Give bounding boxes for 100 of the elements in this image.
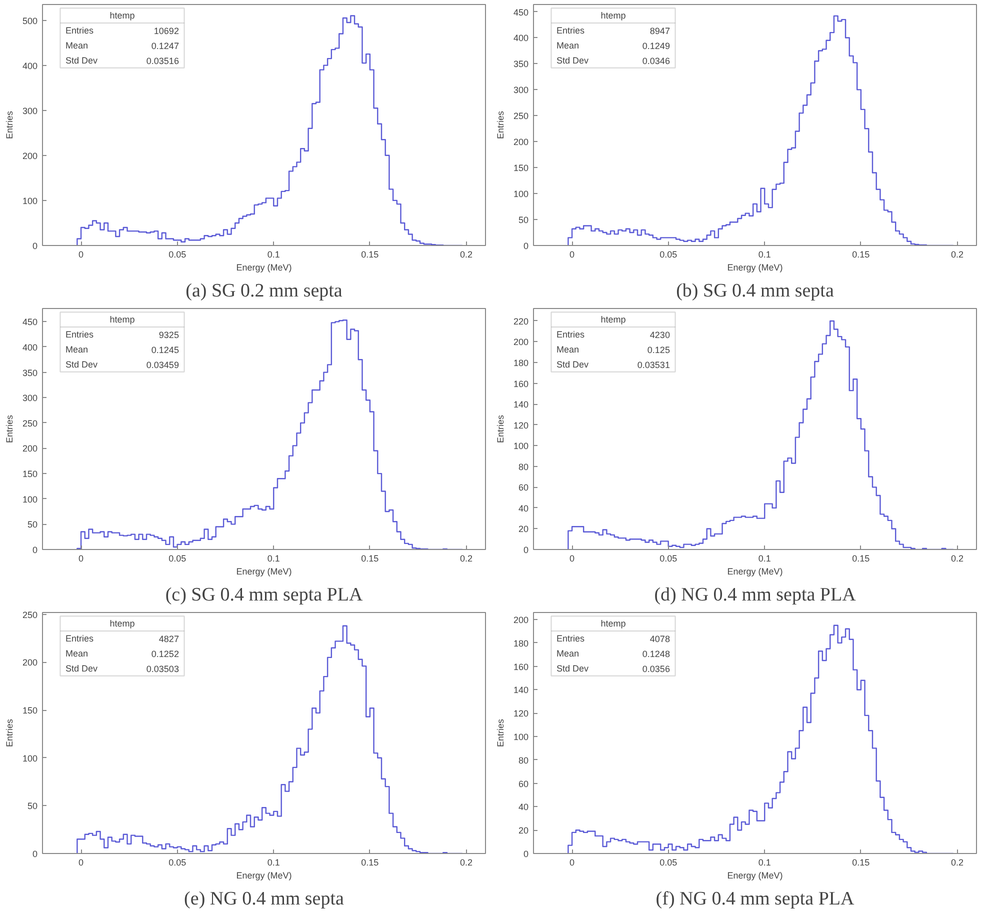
y-tick-label: 100 [22, 494, 38, 504]
x-axis-title: Energy (MeV) [236, 566, 292, 576]
annotation: Std Dev [66, 55, 98, 66]
x-tick-label: 0.2 [460, 554, 472, 564]
y-tick-label: 20 [518, 826, 529, 836]
y-tick-label: 500 [22, 16, 38, 26]
annotation: 0.03531 [637, 360, 670, 370]
annotation: Mean [66, 344, 88, 354]
annotation: 0.03516 [146, 56, 179, 66]
annotation: Std Dev [66, 359, 98, 370]
y-axis-title: Entries [495, 718, 506, 748]
y-tick-label: 60 [518, 482, 529, 493]
x-tick-label: 0.2 [460, 250, 472, 260]
x-tick-label: 0.05 [168, 858, 186, 868]
y-tick-label: 20 [518, 524, 529, 534]
y-tick-label: 300 [22, 393, 38, 404]
x-tick-label: 0.1 [758, 554, 771, 564]
text: (a) SG 0.2 mm septa [186, 280, 343, 302]
annotation: 9325 [158, 330, 179, 340]
y-tick-label: 0 [523, 241, 529, 251]
y-tick-label: 0 [32, 545, 38, 555]
y-tick-label: 200 [22, 150, 38, 161]
annotation: Std Dev [556, 55, 590, 66]
text: (f) NG 0.4 mm septa PLA [656, 888, 854, 910]
y-tick-label: 140 [513, 685, 529, 696]
x-tick-label: 0.1 [758, 250, 771, 260]
text: (d) NG 0.4 mm septa PLA [654, 584, 856, 606]
y-tick-label: 150 [513, 163, 529, 174]
x-tick-label: 0.1 [267, 250, 280, 260]
annotation: Entries [66, 330, 94, 340]
y-tick-label: 350 [513, 59, 529, 70]
y-tick-label: 100 [22, 196, 38, 206]
x-tick-label: 0.2 [950, 250, 964, 260]
y-tick-label: 0 [32, 241, 38, 251]
y-tick-label: 450 [513, 7, 529, 18]
annotation: htemp [600, 314, 626, 325]
annotation: Mean [556, 648, 580, 658]
x-tick-label: 0.15 [852, 554, 870, 564]
y-tick-label: 250 [22, 418, 38, 428]
annotation: 0.0356 [642, 664, 670, 674]
y-tick-label: 350 [22, 368, 38, 378]
annotation: 10692 [154, 26, 179, 36]
text: (b) SG 0.4 mm septa [676, 280, 834, 302]
x-tick-label: 0 [570, 250, 575, 260]
annotation: Entries [66, 634, 94, 644]
x-tick-label: 0.2 [950, 858, 964, 868]
y-tick-label: 100 [22, 753, 38, 764]
x-tick-label: 0.2 [950, 554, 964, 564]
y-axis-title: Entries [4, 110, 14, 140]
x-tick-label: 0.05 [168, 250, 186, 260]
annotation: htemp [110, 618, 135, 629]
x-tick-label: 0 [78, 554, 84, 564]
x-axis-title: Energy (MeV) [727, 566, 783, 576]
annotation: Std Dev [66, 663, 98, 674]
annotation: Std Dev [556, 663, 590, 674]
y-tick-label: 120 [513, 708, 529, 719]
y-tick-label: 400 [22, 60, 38, 71]
x-tick-label: 0.05 [660, 858, 678, 868]
y-axis-title: Entries [495, 110, 506, 140]
annotation: 0.1248 [642, 648, 670, 659]
y-tick-label: 80 [518, 462, 529, 472]
x-tick-label: 0.15 [852, 858, 870, 868]
annotation: 4827 [158, 634, 179, 644]
y-tick-label: 50 [27, 801, 38, 812]
y-tick-label: 50 [27, 520, 38, 530]
y-axis-title: Entries [4, 718, 14, 748]
y-tick-label: 100 [513, 732, 529, 742]
x-axis-title: Energy (MeV) [727, 262, 783, 272]
x-tick-label: 0.05 [168, 554, 186, 564]
x-tick-label: 0 [78, 858, 84, 868]
y-tick-label: 200 [22, 444, 38, 454]
y-tick-label: 0 [32, 849, 38, 859]
x-tick-label: 0.15 [361, 554, 379, 564]
y-tick-label: 300 [22, 106, 38, 116]
y-tick-label: 250 [513, 111, 529, 122]
x-tick-label: 0 [78, 250, 84, 260]
x-tick-label: 0 [570, 554, 575, 564]
y-tick-label: 120 [513, 420, 529, 430]
y-tick-label: 80 [518, 755, 529, 766]
y-tick-label: 200 [513, 615, 529, 626]
x-tick-label: 0 [570, 858, 575, 868]
y-tick-label: 160 [513, 378, 529, 389]
y-tick-label: 150 [22, 706, 38, 716]
y-tick-label: 60 [518, 778, 529, 789]
y-tick-label: 200 [513, 137, 529, 148]
y-tick-label: 140 [513, 400, 529, 410]
y-tick-label: 220 [513, 316, 529, 326]
annotation: 4078 [650, 634, 670, 644]
x-axis-title: Energy (MeV) [236, 262, 292, 272]
annotation: 4230 [650, 330, 670, 340]
annotation: Std Dev [556, 359, 590, 370]
annotation: 0.1252 [151, 648, 179, 659]
annotation: 0.03503 [146, 664, 179, 674]
text: (e) NG 0.4 mm septa [184, 888, 345, 910]
y-tick-label: 300 [513, 85, 529, 96]
annotation: htemp [600, 10, 626, 21]
y-tick-label: 50 [518, 215, 529, 226]
annotation: 0.1249 [642, 40, 670, 51]
y-tick-label: 400 [513, 33, 529, 44]
annotation: 0.1247 [151, 40, 179, 51]
